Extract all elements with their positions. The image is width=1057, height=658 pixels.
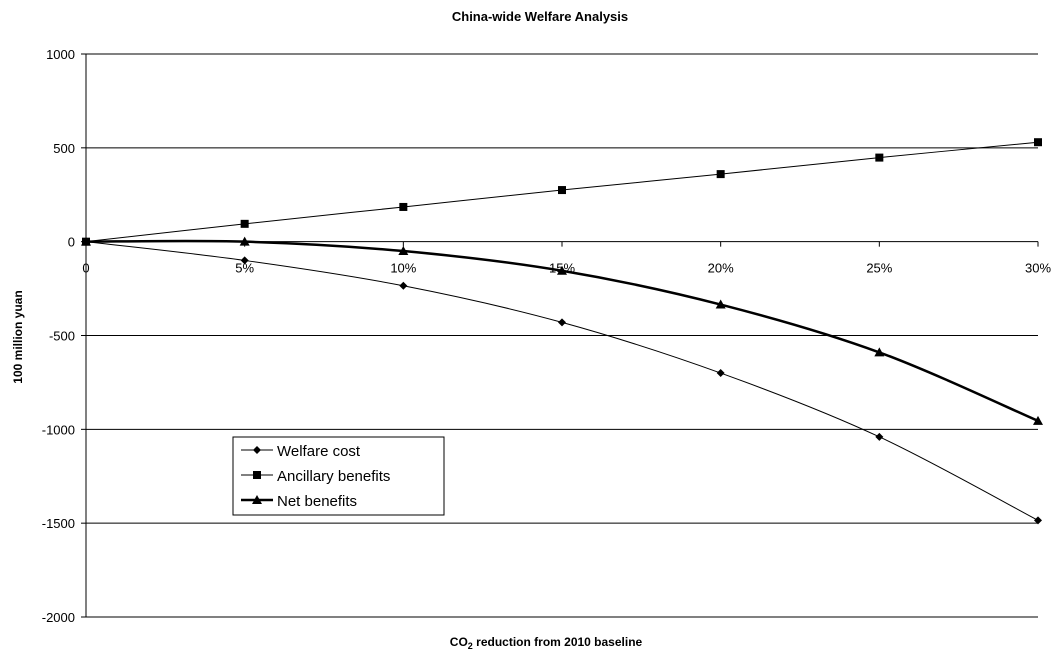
y-tick-label: -500 xyxy=(49,329,75,344)
square-marker xyxy=(875,153,884,162)
y-tick-label: 1000 xyxy=(46,47,75,62)
triangle-marker xyxy=(239,236,250,246)
diamond-marker xyxy=(716,369,725,378)
square-marker xyxy=(253,471,261,479)
series-net-benefits xyxy=(81,236,1043,425)
diamond-marker xyxy=(240,256,249,265)
square-marker xyxy=(399,202,408,211)
square-marker xyxy=(716,170,725,179)
legend-item: Net benefits xyxy=(241,493,357,510)
x-tick-label: 30% xyxy=(1025,261,1051,276)
diamond-marker xyxy=(558,318,566,327)
x-axis-label: CO2 reduction from 2010 baseline xyxy=(450,635,643,651)
x-tick-label: 0 xyxy=(82,261,89,276)
triangle-marker xyxy=(81,236,91,246)
chart-title: China-wide Welfare Analysis xyxy=(452,9,628,24)
legend-label: Ancillary benefits xyxy=(277,468,390,485)
triangle-marker xyxy=(398,246,409,256)
x-axis-label-subscript: 2 xyxy=(468,641,473,651)
triangle-marker xyxy=(1033,415,1043,425)
y-tick-label: 500 xyxy=(53,141,75,156)
legend-label: Welfare cost xyxy=(277,443,361,460)
y-tick-label: -1000 xyxy=(42,422,75,437)
series-line xyxy=(85,241,1039,521)
x-tick-label: 20% xyxy=(708,261,734,276)
x-axis-label-main: CO xyxy=(450,635,468,649)
x-tick-label: 25% xyxy=(866,261,892,276)
diamond-marker xyxy=(253,446,261,454)
square-marker xyxy=(558,186,566,195)
legend-label: Net benefits xyxy=(277,493,357,510)
diamond-marker xyxy=(399,281,408,290)
x-tick-label: 10% xyxy=(390,261,416,276)
legend-item: Ancillary benefits xyxy=(241,468,390,485)
triangle-marker xyxy=(557,265,567,275)
legend-item: Welfare cost xyxy=(241,443,361,460)
square-marker xyxy=(240,219,249,228)
x-tick-label: 5% xyxy=(235,261,254,276)
square-marker xyxy=(1034,138,1042,147)
grid-layer xyxy=(85,53,1038,618)
y-tick-label: 0 xyxy=(68,235,75,250)
tick-layer: 10005000-500-1000-1500-200005%10%15%20%2… xyxy=(42,47,1052,625)
y-axis-label: 100 million yuan xyxy=(11,290,25,383)
series-ancillary-benefits xyxy=(82,138,1042,246)
triangle-marker xyxy=(715,299,726,309)
diamond-marker xyxy=(1034,516,1042,525)
y-tick-label: -1500 xyxy=(42,516,75,531)
series-welfare-cost xyxy=(82,237,1042,525)
series-layer xyxy=(81,138,1043,525)
triangle-marker xyxy=(874,347,885,357)
legend: Welfare cost Ancillary benefits Net benefi… xyxy=(232,436,445,516)
diamond-marker xyxy=(875,432,884,441)
triangle-marker xyxy=(252,495,262,504)
x-axis-label-rest: reduction from 2010 baseline xyxy=(473,635,643,649)
y-tick-label: -2000 xyxy=(42,610,75,625)
